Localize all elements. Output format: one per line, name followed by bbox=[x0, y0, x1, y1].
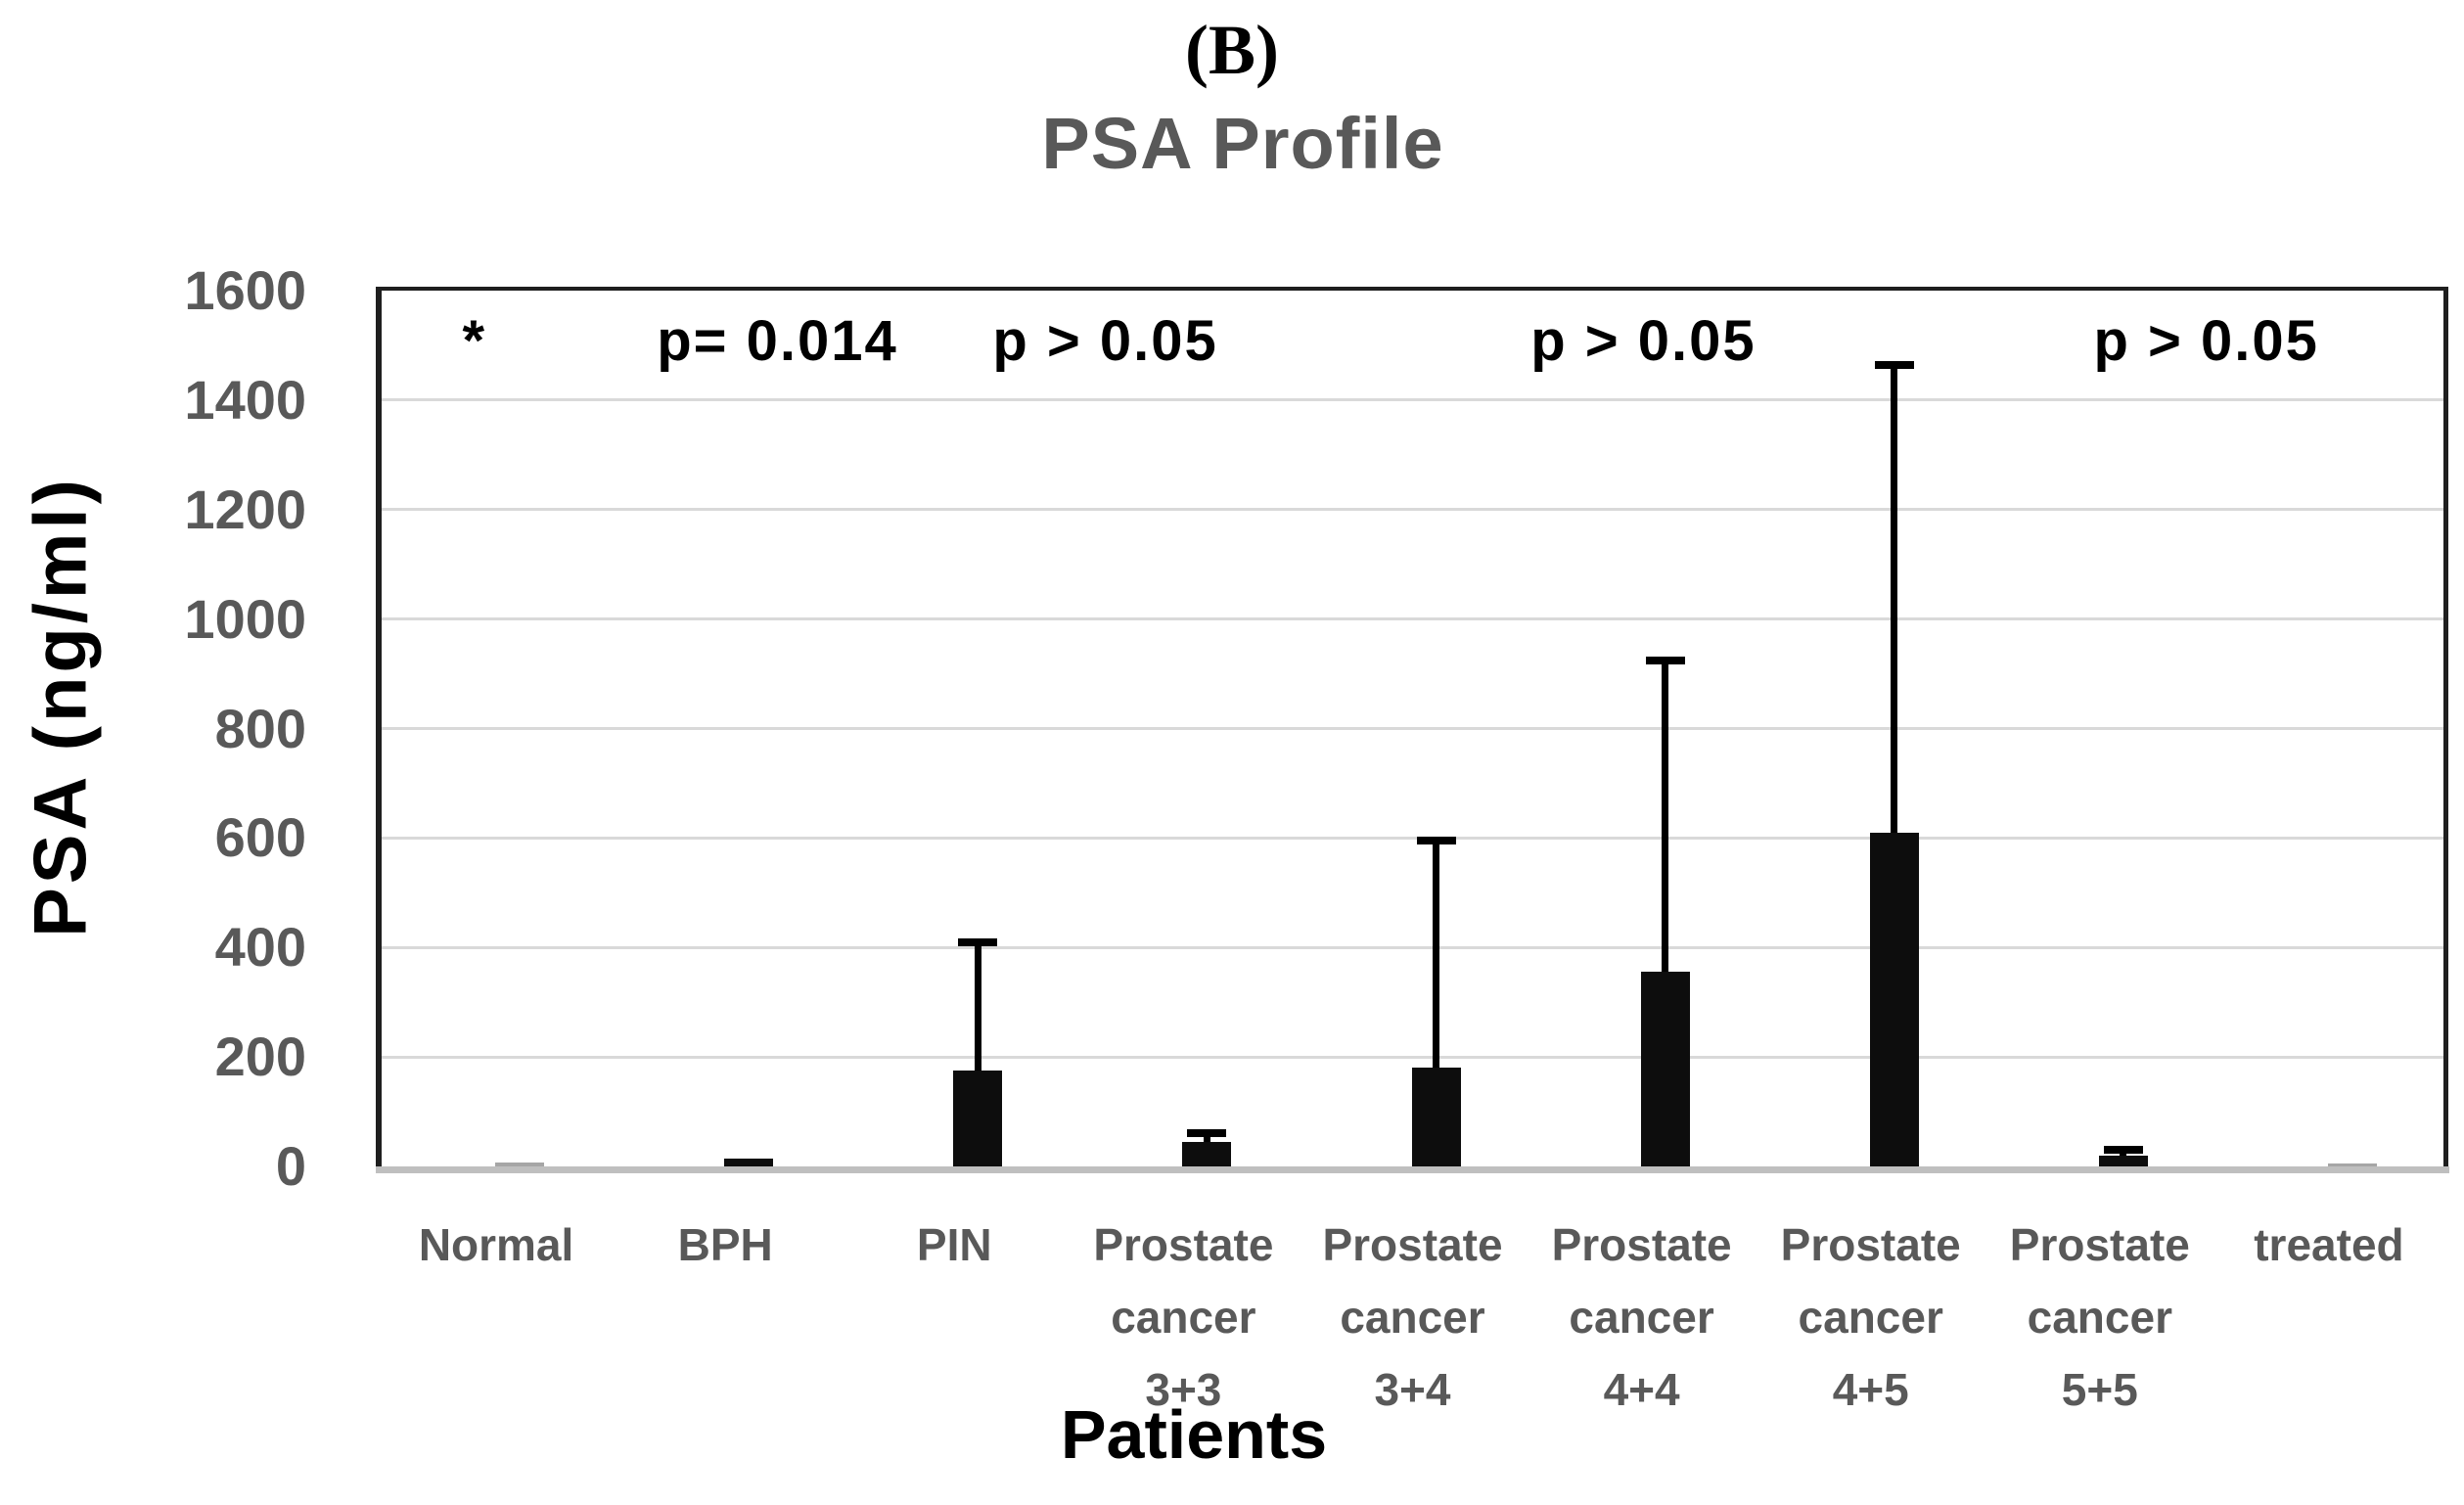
gridline bbox=[382, 508, 2443, 512]
category-label-line: 3+4 bbox=[1374, 1364, 1451, 1415]
category-label-line: cancer bbox=[1111, 1292, 1256, 1343]
p-value-annotation: * bbox=[462, 309, 487, 373]
category-label-line: Prostate bbox=[1780, 1219, 1961, 1270]
gridline bbox=[382, 836, 2443, 840]
category-label-line: Prostate bbox=[1322, 1219, 1503, 1270]
gridline bbox=[382, 1055, 2443, 1059]
x-axis-line bbox=[376, 1166, 2449, 1173]
category-label-line: cancer bbox=[1798, 1292, 1943, 1343]
category-label-line: Prostate bbox=[1551, 1219, 1732, 1270]
category-label-line: 5+5 bbox=[2061, 1364, 2138, 1415]
category-label-line: Prostate bbox=[1093, 1219, 1274, 1270]
y-tick-label: 200 bbox=[214, 1026, 306, 1088]
figure-panel-label: (B) bbox=[1185, 11, 1279, 89]
bar bbox=[2327, 1163, 2377, 1166]
error-bar-cap bbox=[1187, 1129, 1227, 1138]
y-tick-label: 600 bbox=[214, 806, 306, 869]
gridline bbox=[382, 398, 2443, 402]
error-bar-cap bbox=[958, 937, 998, 946]
plot-border-top bbox=[377, 287, 2448, 291]
error-bar bbox=[1891, 364, 1898, 833]
bar bbox=[1411, 1068, 1461, 1166]
bar bbox=[1640, 972, 1690, 1166]
category-label-line: cancer bbox=[2027, 1292, 2172, 1343]
category-label: Normal bbox=[382, 1209, 611, 1281]
bar bbox=[1182, 1141, 1232, 1166]
category-label-line: PIN bbox=[916, 1219, 992, 1270]
category-label-line: treated bbox=[2254, 1219, 2404, 1270]
category-label-line: Prostate bbox=[2009, 1219, 2190, 1270]
category-label: BPH bbox=[611, 1209, 840, 1281]
category-label: treated bbox=[2214, 1209, 2443, 1281]
x-axis-title: Patients bbox=[1060, 1396, 1328, 1473]
bar bbox=[495, 1162, 545, 1166]
error-bar-cap bbox=[2103, 1146, 2143, 1155]
category-label-line: cancer bbox=[1340, 1292, 1485, 1343]
y-tick-label: 800 bbox=[214, 697, 306, 759]
gridline bbox=[382, 617, 2443, 621]
error-bar bbox=[1662, 660, 1669, 973]
y-tick-label: 0 bbox=[275, 1135, 306, 1197]
error-bar bbox=[1203, 1133, 1210, 1142]
chart-title: PSA Profile bbox=[1041, 103, 1444, 184]
category-label: Prostate cancer 5+5 bbox=[1985, 1209, 2214, 1426]
y-tick-label: 1600 bbox=[184, 259, 306, 321]
error-bar-cap bbox=[1874, 360, 1914, 369]
category-label-line: cancer bbox=[1569, 1292, 1714, 1343]
gridline bbox=[382, 727, 2443, 730]
error-bar-cap bbox=[1416, 837, 1456, 845]
error-bar-cap bbox=[1645, 656, 1685, 664]
plot-border-right bbox=[2443, 287, 2448, 1166]
category-label: PIN bbox=[840, 1209, 1069, 1281]
category-label-line: 4+5 bbox=[1832, 1364, 1909, 1415]
category-label: Prostate cancer 4+5 bbox=[1757, 1209, 1985, 1426]
plot-border-left bbox=[376, 287, 382, 1166]
category-label-line: BPH bbox=[677, 1219, 773, 1270]
category-label: Prostate cancer 3+4 bbox=[1298, 1209, 1527, 1426]
category-label: Prostate cancer 3+3 bbox=[1069, 1209, 1298, 1426]
error-bar bbox=[1433, 841, 1439, 1069]
bar bbox=[724, 1159, 774, 1166]
p-value-annotation: p > 0.05 bbox=[2093, 309, 2319, 373]
category-label: Prostate cancer 4+4 bbox=[1528, 1209, 1757, 1426]
y-tick-label: 1400 bbox=[184, 368, 306, 431]
gridline bbox=[382, 945, 2443, 949]
category-label-line: Normal bbox=[418, 1219, 574, 1270]
category-label-line: 4+4 bbox=[1603, 1364, 1680, 1415]
bar bbox=[1869, 832, 1919, 1166]
category-label-line: 3+3 bbox=[1145, 1364, 1222, 1415]
y-tick-label: 400 bbox=[214, 916, 306, 979]
p-value-annotation: p= 0.014 bbox=[657, 309, 898, 373]
error-bar bbox=[974, 941, 981, 1072]
p-value-annotation: p > 0.05 bbox=[992, 309, 1218, 373]
y-tick-label: 1000 bbox=[184, 587, 306, 650]
p-value-annotation: p > 0.05 bbox=[1530, 309, 1757, 373]
y-tick-label: 1200 bbox=[184, 478, 306, 540]
bar bbox=[953, 1071, 1003, 1166]
bar bbox=[2098, 1155, 2148, 1166]
